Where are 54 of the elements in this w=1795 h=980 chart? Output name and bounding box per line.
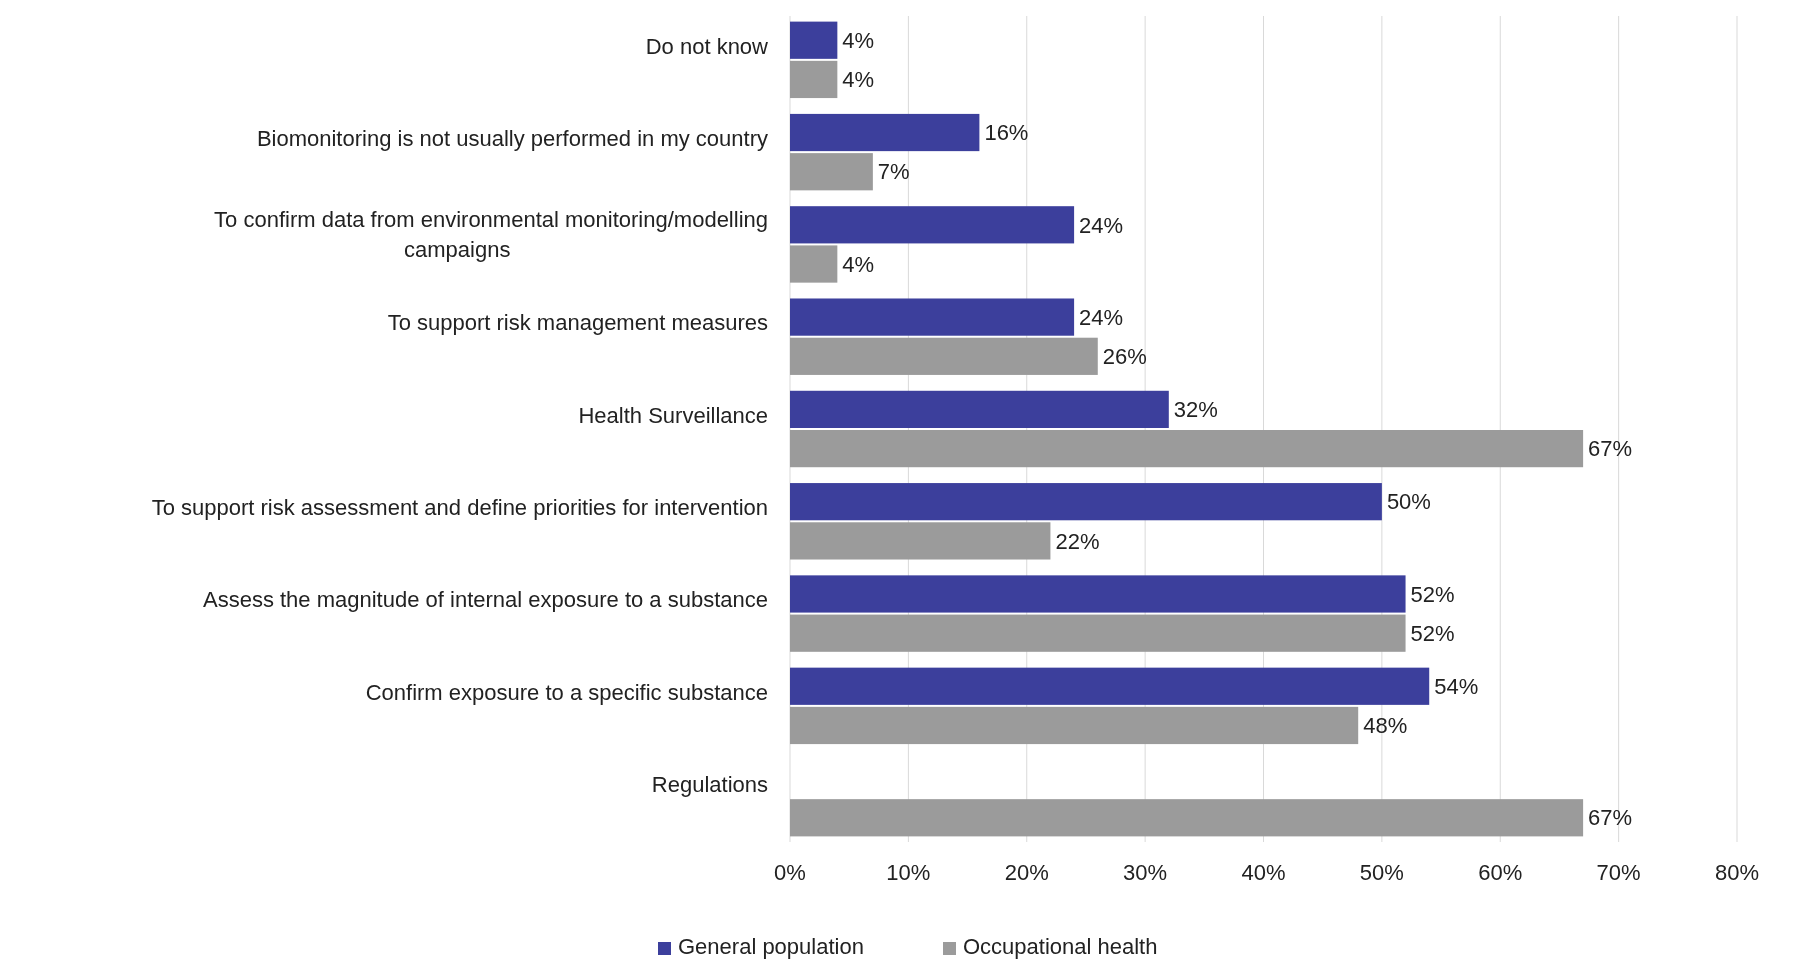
y-tick-label: Regulations <box>651 771 768 797</box>
data-label: 4% <box>842 27 875 53</box>
data-label: 22% <box>1055 528 1100 554</box>
data-label: 24% <box>1079 212 1124 238</box>
x-tick-label: 50% <box>1359 860 1404 885</box>
bar <box>790 390 1169 428</box>
x-tick-label: 70% <box>1596 860 1641 885</box>
bar <box>790 298 1075 336</box>
data-label: 67% <box>1588 805 1633 831</box>
data-label: 48% <box>1363 713 1408 739</box>
data-label: 4% <box>842 67 875 93</box>
bar <box>790 483 1382 521</box>
bar <box>790 337 1098 375</box>
data-label: 24% <box>1079 304 1124 330</box>
x-tick-label: 20% <box>1004 860 1049 885</box>
bar <box>790 667 1430 705</box>
y-tick-label: To support risk management measures <box>387 310 768 336</box>
bar <box>790 614 1406 652</box>
data-label: 4% <box>842 251 875 277</box>
bar <box>790 21 838 59</box>
legend-label: General population <box>678 934 864 959</box>
bar <box>790 575 1406 613</box>
data-label: 7% <box>877 159 910 185</box>
data-label: 52% <box>1410 620 1455 646</box>
x-tick-label: 30% <box>1123 860 1168 885</box>
y-tick-label: Health Surveillance <box>578 402 768 428</box>
legend-label: Occupational health <box>963 934 1158 959</box>
data-label: 26% <box>1102 344 1147 370</box>
data-label: 67% <box>1588 436 1633 462</box>
y-tick-label: Biomonitoring is not usually performed in my country <box>256 125 768 151</box>
data-label: 50% <box>1386 489 1431 515</box>
x-tick-label: 0% <box>774 860 806 885</box>
y-tick-label: Assess the magnitude of internal exposure to a substance <box>202 587 768 613</box>
bar <box>790 430 1584 468</box>
x-tick-label: 10% <box>886 860 931 885</box>
y-tick-label: To confirm data from environmental monitoring/modelling campaigns <box>214 207 768 263</box>
bar <box>790 799 1584 837</box>
y-tick-label: To support risk assessment and define priorities for intervention <box>151 494 768 520</box>
data-label: 54% <box>1434 673 1479 699</box>
bar <box>790 245 838 283</box>
x-tick-label: 60% <box>1478 860 1523 885</box>
bar <box>790 706 1359 745</box>
x-tick-label: 80% <box>1714 860 1760 885</box>
y-tick-label: Do not know <box>645 33 769 59</box>
bar <box>790 60 838 99</box>
bar <box>790 522 1051 560</box>
data-label: 16% <box>984 120 1029 146</box>
x-tick-label: 40% <box>1241 860 1286 885</box>
data-label: 52% <box>1410 581 1455 607</box>
bar <box>790 113 980 152</box>
bar <box>790 206 1075 244</box>
bar <box>790 153 873 191</box>
data-label: 32% <box>1173 397 1218 423</box>
y-tick-label: Confirm exposure to a specific substance <box>365 679 768 705</box>
